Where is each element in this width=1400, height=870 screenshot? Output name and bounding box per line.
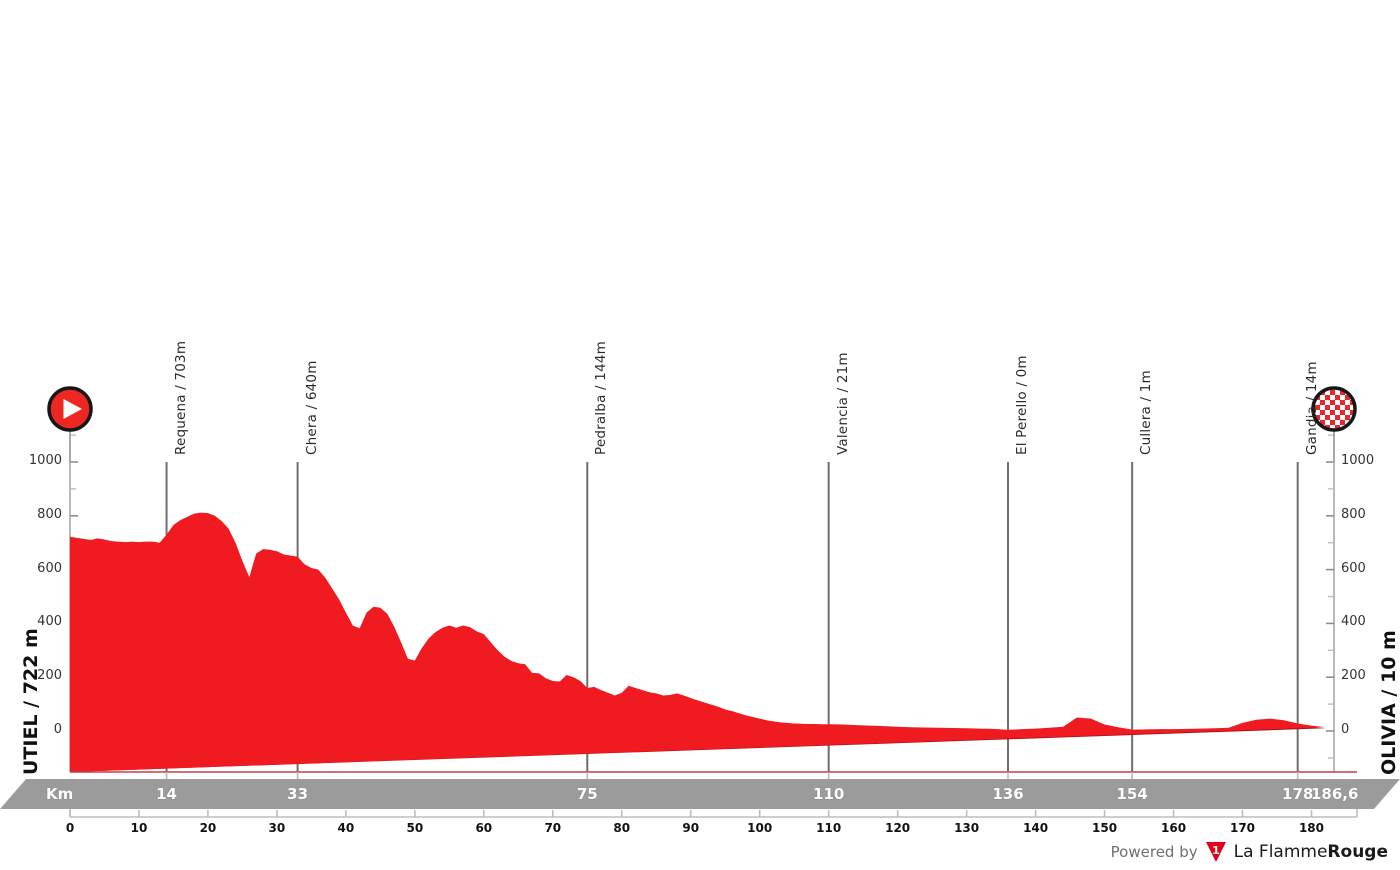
poi-label-pedralba: Pedralba / 144m bbox=[593, 341, 610, 455]
km-bar-label-3: 75 bbox=[576, 785, 598, 803]
km-bar-label-5: 136 bbox=[992, 785, 1024, 803]
ruler-tick-60: 60 bbox=[475, 821, 493, 835]
start-city-title: UTIEL / 722 m bbox=[20, 628, 42, 775]
km-bar-stems bbox=[165, 772, 1299, 779]
elevation-top-highlight bbox=[70, 512, 1326, 772]
y-tick-right-1000: 1000 bbox=[1341, 453, 1375, 468]
footer-credit: Powered by 1 La FlammeRouge bbox=[1111, 840, 1388, 864]
y-tick-left-1000: 1000 bbox=[28, 453, 62, 468]
ruler-tick-50: 50 bbox=[406, 821, 424, 835]
km-bar-label-8: 186,6 bbox=[1311, 785, 1359, 803]
km-bar-label-7: 178 bbox=[1282, 785, 1314, 803]
play-triangle-icon bbox=[63, 399, 82, 419]
poi-label-el-perello: El Perello / 0m bbox=[1014, 355, 1030, 455]
ruler-tick-170: 170 bbox=[1229, 821, 1256, 835]
y-tick-left-0: 0 bbox=[53, 722, 62, 737]
km-bar-background bbox=[0, 779, 1400, 809]
km-bar-label-1: 14 bbox=[156, 785, 177, 803]
start-marker[interactable] bbox=[47, 386, 93, 462]
poi-label-cullera: Cullera / 1m bbox=[1138, 370, 1155, 455]
ruler-tick-40: 40 bbox=[337, 821, 355, 835]
ruler-tick-120: 120 bbox=[885, 821, 911, 835]
y-tick-right-400: 400 bbox=[1341, 614, 1366, 630]
ruler-tick-80: 80 bbox=[613, 821, 631, 835]
ruler-tick-110: 110 bbox=[816, 821, 842, 835]
finish-marker[interactable] bbox=[1310, 385, 1360, 462]
ruler-tick-180: 180 bbox=[1298, 821, 1324, 835]
y-tick-left-200: 200 bbox=[37, 668, 62, 684]
y-ticks-right bbox=[1326, 434, 1334, 759]
km-bar-label-2: 33 bbox=[287, 785, 309, 803]
ruler-tick-10: 10 bbox=[130, 821, 148, 835]
finish-city-title: OLIVIA / 10 m bbox=[1378, 630, 1400, 775]
ruler-tick-130: 130 bbox=[954, 821, 980, 835]
ruler-tick-20: 20 bbox=[199, 821, 217, 835]
y-tick-left-400: 400 bbox=[37, 614, 62, 630]
y-tick-right-800: 800 bbox=[1341, 506, 1366, 522]
y-tick-left-600: 600 bbox=[37, 560, 62, 576]
ruler-tick-30: 30 bbox=[268, 821, 286, 835]
poi-label-valencia: Valencia / 21m bbox=[834, 352, 851, 455]
ruler-tick-70: 70 bbox=[544, 821, 562, 835]
km-bar-label-4: 110 bbox=[813, 785, 845, 803]
poi-label-gandia: Gandia / 14m bbox=[1303, 361, 1320, 455]
ruler-tick-0: 0 bbox=[65, 821, 75, 835]
y-tick-right-600: 600 bbox=[1341, 560, 1366, 576]
y-tick-right-0: 0 bbox=[1341, 722, 1350, 737]
svg-text:1: 1 bbox=[1212, 844, 1220, 857]
ruler-tick-150: 150 bbox=[1092, 821, 1118, 835]
ruler-tick-140: 140 bbox=[1023, 821, 1049, 835]
y-tick-right-200: 200 bbox=[1341, 668, 1366, 684]
km-bar-label-6: 154 bbox=[1116, 785, 1148, 803]
km-bar-label-0: Km bbox=[46, 785, 74, 803]
y-tick-left-800: 800 bbox=[37, 506, 62, 522]
powered-by-text: Powered by bbox=[1110, 843, 1198, 861]
ruler-tick-90: 90 bbox=[682, 821, 700, 835]
brand-text[interactable]: La FlammeRouge bbox=[1233, 842, 1388, 862]
km-bar: Km 14 33 75 110 136 154 178 186,6 bbox=[0, 779, 1400, 809]
flamme-rouge-pennant-icon: 1 bbox=[1205, 842, 1226, 862]
poi-label-chera: Chera / 640m bbox=[303, 360, 320, 455]
poi-label-requena: Requena / 703m bbox=[172, 340, 189, 455]
ruler-tick-160: 160 bbox=[1161, 821, 1187, 835]
ruler-tick-100: 100 bbox=[747, 821, 773, 835]
bottom-ruler-axis bbox=[69, 809, 1358, 818]
